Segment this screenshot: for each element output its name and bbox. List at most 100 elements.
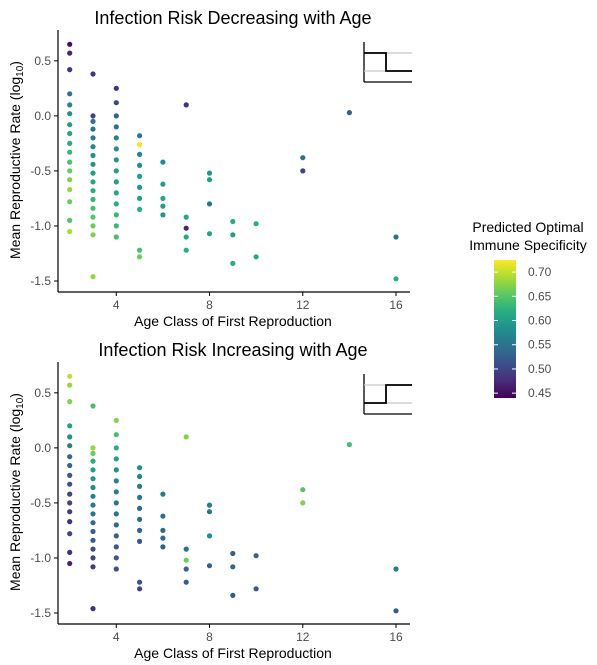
data-point bbox=[137, 151, 143, 157]
data-point bbox=[137, 516, 143, 523]
data-point bbox=[67, 130, 73, 137]
data-point bbox=[346, 110, 352, 116]
data-point bbox=[90, 458, 96, 464]
data-point bbox=[137, 173, 143, 179]
data-point bbox=[90, 467, 96, 473]
y-axis-label: Mean Reproductive Rate (log10) bbox=[7, 61, 26, 259]
data-point bbox=[137, 162, 143, 168]
scatter-points bbox=[67, 373, 399, 614]
scatter-points bbox=[67, 41, 399, 282]
data-point bbox=[90, 223, 96, 229]
data-point bbox=[67, 472, 73, 478]
data-point bbox=[183, 557, 189, 563]
data-point bbox=[137, 206, 143, 212]
data-point bbox=[90, 170, 96, 176]
data-point bbox=[67, 549, 73, 556]
data-point bbox=[67, 399, 73, 405]
data-point bbox=[183, 566, 189, 572]
data-point bbox=[183, 579, 189, 585]
data-point bbox=[90, 135, 96, 141]
data-point bbox=[183, 214, 189, 220]
data-point bbox=[137, 579, 143, 585]
data-point bbox=[160, 181, 166, 187]
data-point bbox=[113, 124, 119, 130]
data-point bbox=[253, 254, 259, 260]
data-point bbox=[67, 50, 73, 56]
data-point bbox=[113, 489, 119, 495]
data-point bbox=[160, 195, 166, 201]
data-point bbox=[113, 500, 119, 506]
x-tick-label: 4 bbox=[113, 298, 120, 312]
data-point bbox=[137, 473, 143, 480]
data-point bbox=[67, 122, 73, 128]
axes: 0.5 0.0 -0.5 -1.0 -1.5 4 8 12 16 bbox=[30, 362, 410, 644]
data-point bbox=[90, 450, 96, 456]
data-point bbox=[90, 214, 96, 220]
data-point bbox=[160, 491, 166, 497]
axes: 0.5 0.0 -0.5 -1.0 -1.5 4 8 12 16 bbox=[30, 30, 410, 312]
data-point bbox=[183, 225, 189, 231]
data-point bbox=[137, 483, 143, 489]
data-point bbox=[67, 434, 73, 440]
y-tick-label: 0.0 bbox=[34, 109, 51, 123]
data-point bbox=[67, 41, 73, 47]
data-point bbox=[67, 140, 73, 146]
data-point bbox=[137, 505, 143, 511]
x-tick-label: 4 bbox=[113, 630, 120, 644]
data-point bbox=[67, 382, 73, 388]
x-axis-label: Age Class of First Reproduction bbox=[134, 645, 332, 661]
y-tick-label: 0.5 bbox=[34, 386, 51, 400]
data-point bbox=[90, 445, 96, 451]
data-point bbox=[113, 533, 119, 539]
data-point bbox=[230, 592, 236, 599]
data-point bbox=[113, 201, 119, 207]
data-point bbox=[67, 509, 73, 515]
data-point bbox=[206, 563, 213, 569]
data-point bbox=[67, 91, 73, 97]
data-point bbox=[113, 456, 119, 462]
data-point bbox=[206, 533, 213, 539]
data-point bbox=[90, 476, 96, 482]
x-tick-label: 16 bbox=[389, 298, 403, 312]
data-point bbox=[67, 519, 73, 525]
data-point bbox=[67, 217, 73, 223]
y-tick-label: -1.5 bbox=[30, 606, 51, 620]
data-point bbox=[90, 403, 96, 409]
data-point bbox=[67, 177, 73, 183]
data-point bbox=[90, 564, 96, 570]
y-tick-label: -1.5 bbox=[30, 274, 51, 288]
data-point bbox=[206, 201, 213, 207]
data-point bbox=[67, 67, 73, 73]
x-tick-label: 12 bbox=[296, 630, 310, 644]
data-point bbox=[113, 100, 119, 106]
data-point bbox=[90, 546, 96, 552]
data-point bbox=[160, 159, 166, 165]
data-point bbox=[253, 553, 259, 559]
data-point bbox=[113, 478, 119, 484]
data-point bbox=[160, 513, 166, 519]
legend-tick-label: 0.50 bbox=[528, 362, 552, 376]
data-point bbox=[113, 511, 119, 517]
data-point bbox=[90, 528, 96, 535]
data-point bbox=[67, 111, 73, 117]
data-point bbox=[67, 423, 73, 429]
data-point bbox=[346, 442, 352, 448]
data-point bbox=[230, 218, 236, 225]
panel-title: Infection Risk Decreasing with Age bbox=[94, 8, 371, 28]
data-point bbox=[90, 196, 96, 203]
data-point bbox=[67, 228, 73, 235]
data-point bbox=[113, 212, 119, 218]
y-tick-label: -1.0 bbox=[30, 219, 51, 233]
data-point bbox=[90, 152, 96, 159]
y-tick-label: 0.5 bbox=[34, 54, 51, 68]
data-point bbox=[67, 187, 73, 193]
data-point bbox=[67, 443, 73, 449]
data-point bbox=[113, 85, 119, 91]
legend-tick-label: 0.55 bbox=[528, 338, 552, 352]
data-point bbox=[90, 606, 96, 612]
data-point bbox=[90, 502, 96, 508]
colorbar bbox=[494, 260, 516, 398]
data-point bbox=[113, 168, 119, 174]
data-point bbox=[113, 467, 119, 473]
